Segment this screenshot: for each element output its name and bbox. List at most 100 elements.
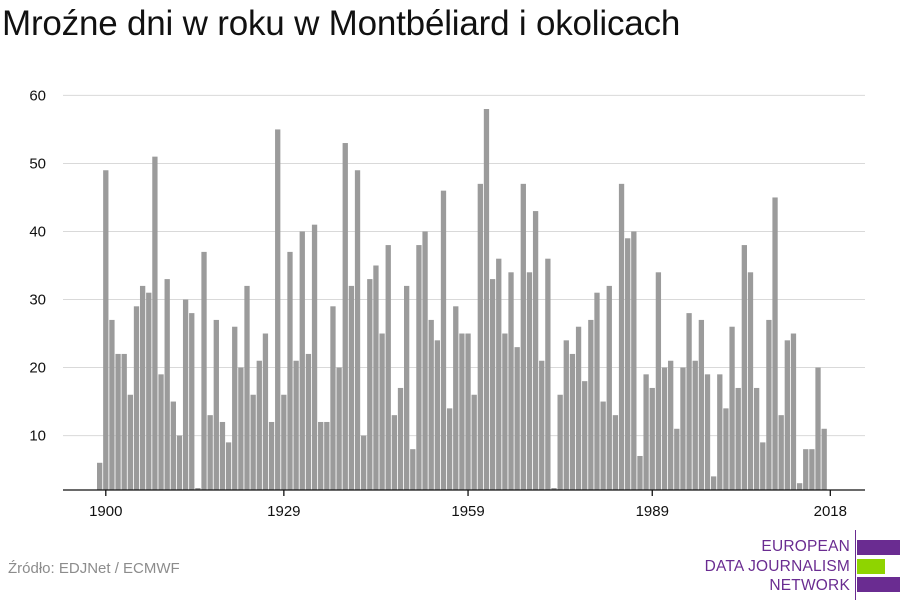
bar	[385, 245, 391, 490]
bars	[97, 109, 827, 491]
bar	[262, 333, 269, 490]
bar	[815, 367, 821, 490]
bar	[704, 374, 711, 490]
y-tick-label: 40	[29, 223, 46, 240]
x-tick-label: 1989	[636, 503, 669, 520]
bar	[471, 394, 477, 490]
bar	[760, 442, 766, 490]
bar	[404, 285, 410, 490]
bar	[723, 408, 729, 490]
bar	[569, 353, 576, 490]
bar	[336, 367, 342, 490]
bar	[391, 415, 398, 490]
bar	[354, 170, 361, 490]
bar	[717, 374, 723, 490]
bar	[557, 394, 563, 490]
y-tick-label: 50	[29, 155, 46, 172]
bar	[477, 183, 483, 490]
bar	[225, 442, 232, 490]
bar	[219, 421, 226, 490]
bar	[213, 319, 219, 490]
bar	[649, 387, 655, 490]
bar	[625, 238, 631, 490]
logo-bar-purple-top	[857, 540, 900, 555]
y-tick-label: 20	[29, 360, 46, 377]
bar	[631, 231, 637, 491]
bar	[459, 333, 465, 490]
bar	[256, 360, 262, 490]
bar	[170, 401, 176, 490]
bar	[563, 340, 569, 490]
bar	[440, 190, 447, 490]
x-tick-labels: 1900 1929 1959 1989 2018	[89, 490, 847, 520]
bar	[747, 272, 754, 490]
bar	[287, 251, 293, 490]
source-note: Źródło: EDJNet / ECMWF	[8, 560, 180, 577]
bar	[195, 488, 201, 490]
bar	[766, 319, 772, 490]
bar	[281, 394, 287, 490]
bar	[489, 279, 496, 490]
bar	[115, 353, 121, 490]
bar	[545, 258, 551, 490]
bar	[600, 401, 606, 490]
bar	[692, 360, 698, 490]
bar	[778, 415, 784, 490]
bar	[729, 326, 735, 490]
bar	[674, 428, 680, 490]
bar	[661, 367, 668, 490]
bar	[803, 449, 809, 490]
bar	[182, 299, 189, 490]
bar	[643, 374, 649, 490]
bar	[311, 224, 318, 491]
bar	[416, 245, 422, 490]
bar	[594, 292, 600, 490]
bar	[275, 129, 281, 490]
bar	[109, 319, 115, 490]
bar	[741, 245, 747, 490]
bar	[428, 319, 434, 490]
bar	[139, 285, 146, 490]
y-tick-label: 60	[29, 87, 46, 104]
bar	[244, 285, 250, 490]
chart-title: Mroźne dni w roku w Montbéliard i okolic…	[2, 4, 681, 43]
bar	[508, 272, 514, 490]
bar	[698, 319, 705, 490]
bar	[686, 313, 692, 490]
x-tick-label: 1959	[451, 503, 484, 520]
bar	[238, 367, 244, 490]
x-tick-label: 1929	[267, 503, 300, 520]
bar	[618, 183, 625, 490]
bar	[146, 292, 152, 490]
bar	[133, 306, 140, 490]
logo-bar-green	[857, 559, 885, 574]
bar	[637, 455, 643, 490]
bar	[250, 394, 256, 490]
bar	[655, 272, 662, 490]
bar	[821, 428, 827, 490]
bar	[121, 353, 127, 490]
bar	[127, 394, 133, 490]
bar	[324, 421, 330, 490]
bar	[330, 306, 336, 490]
y-tick-label: 10	[29, 428, 46, 445]
bar	[379, 333, 385, 490]
bar	[790, 333, 797, 490]
edjnet-logo: EUROPEAN DATA JOURNALISM NETWORK	[700, 530, 900, 600]
bar	[434, 340, 440, 490]
bar	[342, 143, 348, 490]
bar	[502, 333, 508, 490]
logo-line-data-journalism: DATA JOURNALISM	[704, 558, 850, 575]
bar	[582, 381, 588, 490]
bar	[207, 415, 213, 490]
bar	[446, 408, 453, 490]
bar	[532, 211, 539, 490]
bar	[410, 449, 416, 490]
bar	[514, 347, 520, 490]
bar	[483, 109, 490, 491]
bar	[588, 319, 594, 490]
bar	[753, 387, 760, 490]
bar	[373, 265, 379, 490]
logo-line-network: NETWORK	[769, 577, 850, 594]
